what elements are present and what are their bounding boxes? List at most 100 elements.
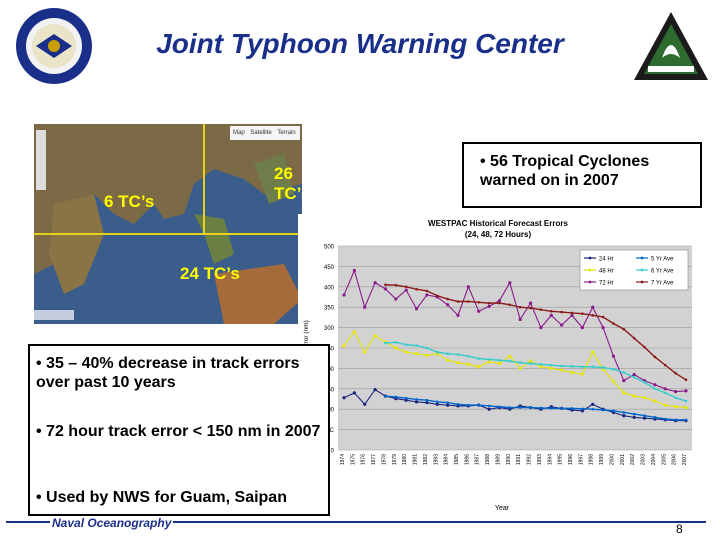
data-point [684, 418, 688, 422]
map-control-satellite[interactable]: Satellite [250, 130, 272, 136]
data-point [570, 370, 574, 375]
data-point [477, 357, 481, 360]
data-point [580, 326, 584, 330]
x-tick-label: 2000 [609, 454, 615, 465]
slide-title: Joint Typhoon Warning Center [156, 28, 564, 59]
x-tick-label: 2004 [651, 454, 657, 465]
data-point [446, 297, 449, 301]
data-point [487, 301, 491, 305]
data-point [352, 268, 356, 273]
data-point [611, 379, 616, 384]
data-point [549, 363, 553, 367]
data-point [570, 365, 574, 368]
data-point [518, 317, 522, 322]
data-point [653, 416, 657, 419]
data-point [518, 305, 522, 309]
y-tick-label: 350 [324, 306, 335, 312]
map-control-map[interactable]: Map [233, 130, 245, 136]
data-point [477, 301, 481, 304]
x-tick-label: 1985 [454, 454, 460, 465]
legend-marker [588, 256, 592, 260]
data-point [467, 300, 470, 303]
data-point [446, 352, 449, 356]
legend-marker [640, 280, 644, 284]
data-point [539, 326, 543, 330]
pacom-seal-logo [14, 6, 94, 86]
data-point [446, 401, 449, 404]
forecast-error-chart-svg: WESTPAC Historical Forecast Errors (24, … [298, 214, 700, 514]
data-point [498, 358, 501, 362]
data-point [622, 411, 626, 414]
data-point [415, 398, 418, 401]
data-point [487, 360, 491, 364]
data-point [373, 388, 377, 392]
data-point [622, 391, 626, 395]
data-point [477, 365, 481, 369]
data-point [643, 380, 646, 384]
data-point [539, 406, 543, 410]
legend-label: 24 Hr [599, 257, 614, 263]
data-point [684, 405, 688, 410]
data-point [663, 403, 667, 407]
data-point [425, 401, 429, 405]
data-point [653, 383, 657, 387]
legend-label: 5 Yr Ave [651, 257, 674, 263]
data-point [632, 412, 636, 416]
map-label-central-pacific: 26 TC’s [274, 164, 302, 203]
data-point [384, 394, 387, 398]
data-point [674, 390, 678, 394]
x-tick-label: 1981 [413, 454, 419, 465]
x-tick-label: 1997 [578, 454, 584, 465]
data-point [663, 363, 667, 367]
data-point [425, 289, 429, 293]
forecast-error-chart: WESTPAC Historical Forecast Errors (24, … [298, 214, 700, 514]
data-point [674, 418, 677, 422]
data-point [352, 330, 356, 334]
x-tick-label: 1979 [392, 454, 398, 465]
data-point [477, 403, 481, 407]
series-line [343, 268, 687, 393]
x-tick-label: 1990 [506, 454, 512, 465]
data-point [653, 355, 657, 359]
data-point [508, 354, 512, 358]
data-point [446, 358, 450, 362]
data-point [622, 371, 626, 374]
chart-subtitle: (24, 48, 72 Hours) [465, 230, 532, 239]
data-point [528, 359, 533, 363]
data-point [404, 288, 408, 292]
data-point [611, 354, 616, 358]
data-point [497, 299, 502, 303]
data-point [456, 353, 460, 356]
data-point [549, 366, 553, 370]
data-point [622, 379, 626, 383]
data-point [612, 322, 615, 325]
legend-label: 6 Yr Ave [651, 269, 674, 275]
x-tick-label: 1983 [433, 454, 439, 465]
data-point [518, 366, 522, 370]
data-point [498, 301, 501, 305]
legend-label: 7 Yr Ave [651, 281, 674, 287]
footer-rule [6, 521, 706, 523]
data-point [663, 387, 667, 391]
data-point [456, 361, 460, 365]
x-tick-label: 1999 [599, 454, 605, 465]
data-point [581, 407, 584, 411]
map-controls[interactable]: Map Satellite Terrain [230, 126, 300, 140]
data-point [529, 306, 532, 310]
data-point [549, 407, 553, 410]
data-point [622, 327, 626, 331]
data-point [342, 396, 346, 400]
data-point [508, 303, 512, 307]
data-point [591, 407, 595, 411]
data-point [612, 409, 615, 413]
data-point [518, 361, 522, 364]
y-tick-label: 300 [324, 326, 335, 332]
data-point [643, 345, 646, 349]
map-control-terrain[interactable]: Terrain [277, 130, 296, 136]
x-tick-label: 1993 [537, 454, 543, 465]
x-tick-label: 1980 [402, 454, 408, 465]
bullet-nws-usage: • Used by NWS for Guam, Saipan [36, 489, 287, 506]
data-point [456, 300, 460, 303]
data-point [591, 305, 595, 309]
x-tick-label: 1998 [589, 454, 595, 465]
